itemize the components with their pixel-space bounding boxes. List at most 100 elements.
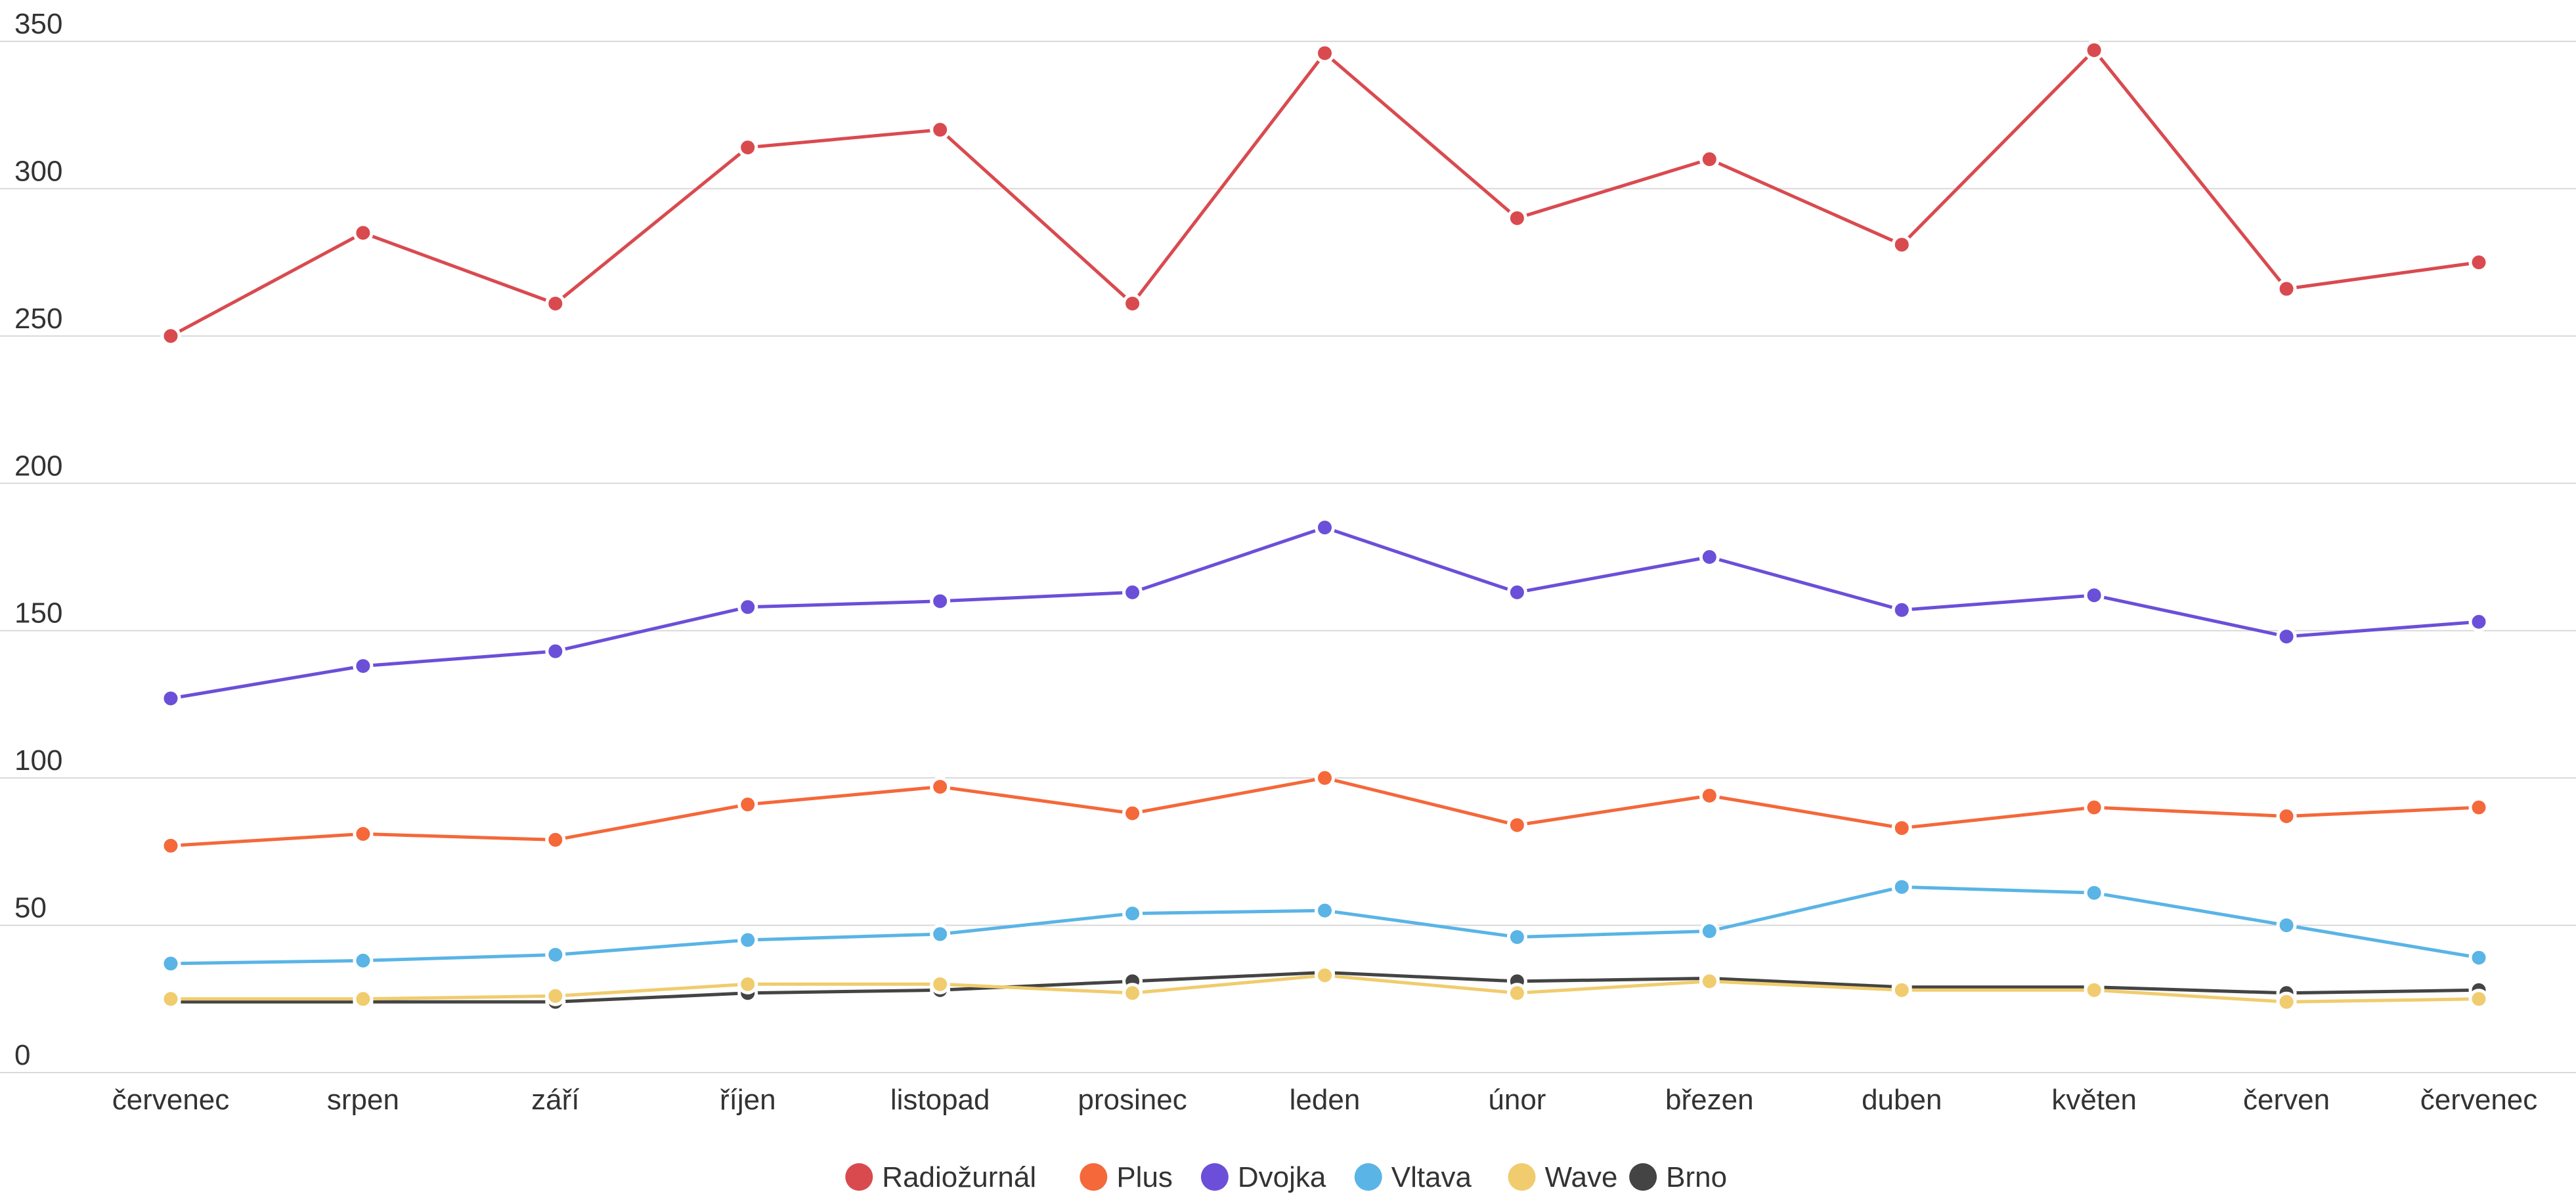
x-tick-label: leden	[1290, 1084, 1361, 1116]
x-tick-label: říjen	[720, 1084, 776, 1116]
legend: Radiožurnál Plus Dvojka Vltava Wave Brno	[845, 1161, 1727, 1193]
data-point-plus[interactable]	[2468, 797, 2489, 818]
data-point-dvojka[interactable]	[737, 597, 758, 618]
data-point-plus[interactable]	[1315, 767, 1335, 788]
data-point-vltava[interactable]	[1699, 921, 1720, 942]
data-point-vltava[interactable]	[737, 929, 758, 950]
data-point-dvojka[interactable]	[2084, 585, 2105, 606]
data-point-wave[interactable]	[2468, 989, 2489, 1010]
x-tick-label: květen	[2051, 1084, 2137, 1116]
legend-label: Vltava	[1391, 1161, 1472, 1193]
grid-layer	[0, 41, 2576, 1073]
data-point-vltava[interactable]	[2276, 915, 2297, 936]
legend-label: Wave	[1545, 1161, 1618, 1193]
data-point-plus[interactable]	[930, 777, 951, 798]
data-point-dvojka[interactable]	[1699, 547, 1720, 567]
data-point-radiozurnal[interactable]	[2468, 252, 2489, 273]
data-point-radiozurnal[interactable]	[1506, 207, 1527, 228]
legend-item-radiozurnal[interactable]: Radiožurnál	[845, 1161, 1036, 1193]
y-tick-label: 100	[14, 744, 62, 777]
data-point-dvojka[interactable]	[160, 688, 181, 709]
data-point-vltava[interactable]	[1315, 900, 1335, 921]
x-tick-label: červenec	[112, 1084, 230, 1116]
data-point-dvojka[interactable]	[1122, 582, 1143, 603]
x-tick-label: červenec	[2420, 1084, 2538, 1116]
data-point-vltava[interactable]	[353, 950, 374, 971]
data-point-wave[interactable]	[545, 985, 566, 1006]
data-point-radiozurnal[interactable]	[545, 293, 566, 314]
data-point-radiozurnal[interactable]	[930, 119, 951, 140]
legend-marker-icon	[1080, 1163, 1108, 1191]
legend-item-vltava[interactable]: Vltava	[1354, 1161, 1472, 1193]
x-tick-label: červen	[2243, 1084, 2330, 1116]
legend-marker-icon	[845, 1163, 873, 1191]
data-point-radiozurnal[interactable]	[2084, 39, 2105, 60]
data-point-vltava[interactable]	[1891, 876, 1912, 897]
data-point-vltava[interactable]	[2084, 882, 2105, 903]
data-point-wave[interactable]	[353, 989, 374, 1010]
y-tick-label: 200	[14, 450, 62, 482]
data-point-radiozurnal[interactable]	[1315, 43, 1335, 64]
data-point-plus[interactable]	[2084, 797, 2105, 818]
data-point-vltava[interactable]	[2468, 947, 2489, 968]
data-point-dvojka[interactable]	[2276, 626, 2297, 647]
legend-item-wave[interactable]: Wave	[1508, 1161, 1618, 1193]
data-point-dvojka[interactable]	[545, 641, 566, 662]
x-tick-label: duben	[1862, 1084, 1942, 1116]
data-point-wave[interactable]	[1699, 971, 1720, 992]
data-point-radiozurnal[interactable]	[1891, 234, 1912, 255]
data-point-dvojka[interactable]	[353, 656, 374, 677]
data-point-dvojka[interactable]	[1506, 582, 1527, 603]
data-point-vltava[interactable]	[545, 944, 566, 965]
data-point-plus[interactable]	[160, 835, 181, 856]
legend-item-plus[interactable]: Plus	[1080, 1161, 1173, 1193]
legend-marker-icon	[1200, 1163, 1229, 1191]
data-point-plus[interactable]	[1699, 785, 1720, 806]
data-point-radiozurnal[interactable]	[353, 223, 374, 244]
data-point-wave[interactable]	[1506, 983, 1527, 1004]
data-point-dvojka[interactable]	[930, 591, 951, 612]
data-point-radiozurnal[interactable]	[1122, 293, 1143, 314]
data-point-wave[interactable]	[930, 973, 951, 994]
data-point-vltava[interactable]	[1506, 927, 1527, 948]
data-point-vltava[interactable]	[1122, 903, 1143, 924]
data-point-plus[interactable]	[1891, 817, 1912, 838]
data-point-vltava[interactable]	[160, 953, 181, 974]
y-tick-label: 150	[14, 597, 62, 630]
data-point-plus[interactable]	[2276, 805, 2297, 826]
data-point-radiozurnal[interactable]	[1699, 149, 1720, 170]
legend-item-dvojka[interactable]: Dvojka	[1200, 1161, 1326, 1193]
data-point-dvojka[interactable]	[1891, 599, 1912, 620]
data-point-dvojka[interactable]	[2468, 611, 2489, 632]
x-tick-label: srpen	[327, 1084, 399, 1116]
data-point-wave[interactable]	[2084, 979, 2105, 1000]
series-line-dvojka	[169, 526, 2481, 700]
data-point-wave[interactable]	[737, 973, 758, 994]
legend-item-brno[interactable]: Brno	[1629, 1161, 1727, 1193]
legend-marker-icon	[1508, 1163, 1536, 1191]
data-point-wave[interactable]	[1891, 979, 1912, 1000]
series-line-radiozurnal	[169, 49, 2481, 338]
y-tick-label: 50	[14, 892, 47, 924]
data-point-vltava[interactable]	[930, 924, 951, 945]
data-point-radiozurnal[interactable]	[2276, 278, 2297, 299]
data-point-plus[interactable]	[737, 794, 758, 815]
x-axis: červenec srpen září říjen listopad prosinec le…	[112, 1084, 2538, 1116]
data-point-plus[interactable]	[1506, 815, 1527, 836]
data-point-wave[interactable]	[2276, 991, 2297, 1012]
data-point-dvojka[interactable]	[1315, 517, 1335, 538]
legend-label: Plus	[1116, 1161, 1173, 1193]
data-point-plus[interactable]	[545, 829, 566, 850]
legend-marker-icon	[1629, 1163, 1657, 1191]
y-tick-label: 0	[14, 1039, 30, 1071]
data-point-radiozurnal[interactable]	[737, 137, 758, 158]
data-point-wave[interactable]	[160, 989, 181, 1010]
data-point-plus[interactable]	[353, 823, 374, 844]
series-layer	[160, 39, 2489, 1012]
data-point-wave[interactable]	[1122, 983, 1143, 1004]
data-point-wave[interactable]	[1315, 965, 1335, 986]
data-point-radiozurnal[interactable]	[160, 326, 181, 347]
data-point-plus[interactable]	[1122, 803, 1143, 824]
x-tick-label: prosinec	[1078, 1084, 1187, 1116]
